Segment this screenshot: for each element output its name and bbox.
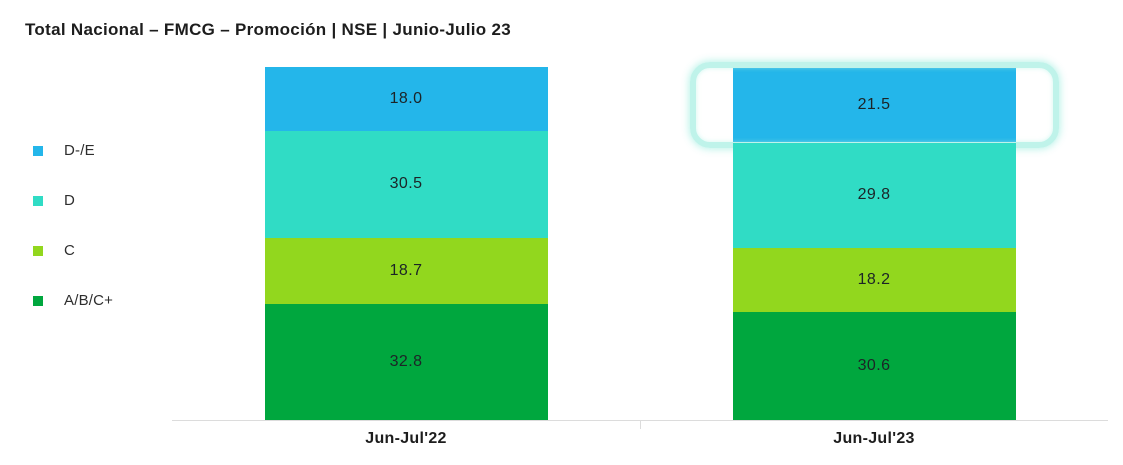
bar-segment: 18.0	[264, 67, 548, 131]
bar-segment: 21.5	[689, 62, 1059, 148]
legend: D-/E D C A/B/C+	[33, 142, 113, 309]
legend-item: D	[33, 192, 113, 209]
legend-label: D	[64, 192, 76, 209]
legend-label: C	[64, 242, 76, 259]
x-axis-label: Jun-Jul'22	[365, 430, 447, 447]
value-label: 29.8	[857, 186, 891, 204]
value-label: 18.2	[857, 271, 891, 288]
bar-column: 18.0 30.5 18.7 32.8	[172, 67, 640, 421]
bar-segment: 18.2	[732, 247, 1016, 313]
legend-item: A/B/C+	[33, 292, 113, 309]
stacked-bar: 21.5 29.8 18.2 30.6	[689, 62, 1059, 420]
value-label: 32.8	[389, 353, 423, 371]
x-axis-labels: Jun-Jul'22 Jun-Jul'23	[172, 430, 1108, 448]
stacked-bar: 18.0 30.5 18.7 32.8	[264, 67, 548, 421]
bar-segment: 30.5	[264, 130, 548, 239]
bar-segment: 30.6	[732, 312, 1016, 420]
value-label: 18.7	[389, 262, 423, 280]
legend-item: D-/E	[33, 142, 113, 159]
legend-swatch	[33, 295, 43, 306]
value-label: 21.5	[857, 95, 891, 113]
x-axis-label: Jun-Jul'23	[833, 430, 915, 447]
legend-swatch	[33, 245, 43, 256]
bar-column: 21.5 29.8 18.2 30.6	[640, 62, 1108, 420]
bar-segment: 32.8	[264, 304, 548, 421]
page-title: Total Nacional – FMCG – Promoción | NSE …	[25, 20, 512, 39]
value-label: 30.6	[857, 357, 891, 375]
axis-tick	[640, 420, 641, 429]
plot-area: 18.0 30.5 18.7 32.8 21.5 29.8 18.2 30.6	[172, 62, 1108, 429]
value-label: 30.5	[389, 175, 423, 193]
legend-label: D-/E	[64, 142, 95, 159]
legend-swatch	[33, 145, 43, 156]
bars-row: 18.0 30.5 18.7 32.8 21.5 29.8 18.2 30.6	[172, 62, 1108, 421]
legend-swatch	[33, 195, 43, 206]
legend-item: C	[33, 242, 113, 259]
legend-label: A/B/C+	[64, 292, 114, 309]
value-label: 18.0	[389, 89, 423, 107]
bar-segment: 29.8	[732, 142, 1016, 248]
bar-segment: 18.7	[264, 238, 548, 305]
